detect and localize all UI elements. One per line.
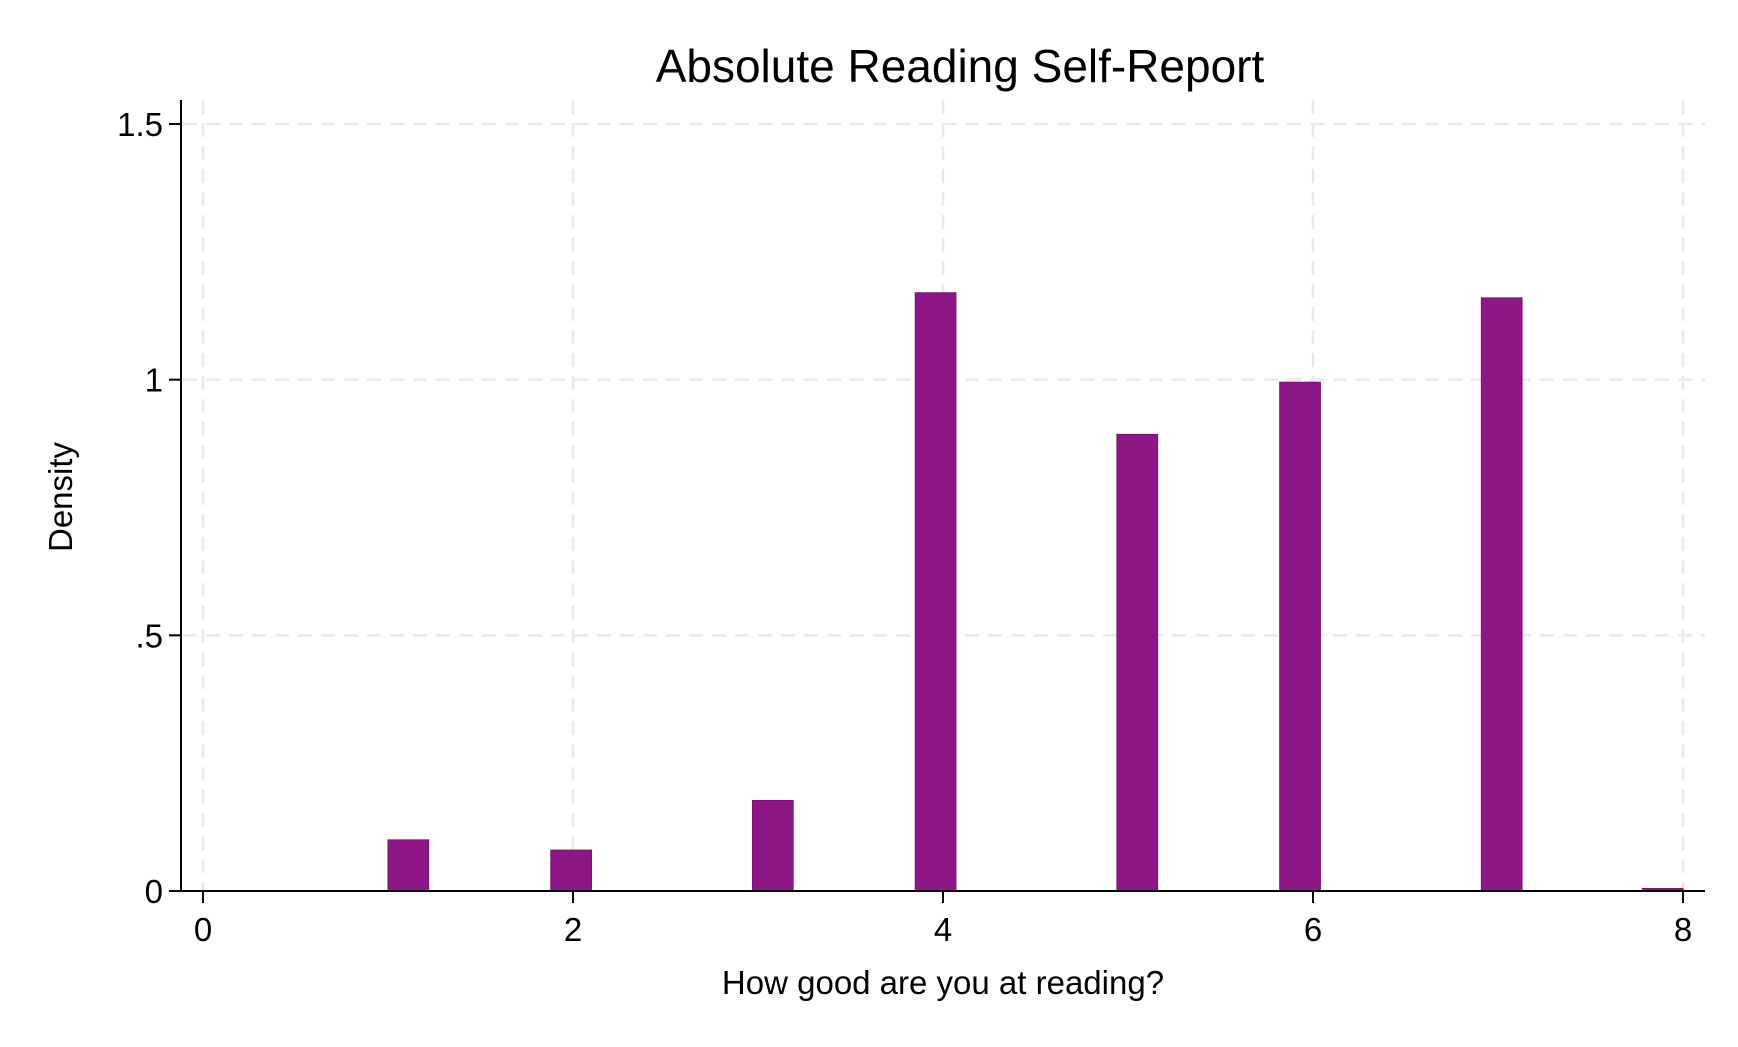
y-axis-title: Density (42, 441, 79, 552)
histogram-bar (751, 799, 794, 892)
bars (387, 292, 1684, 892)
x-tick-label: 0 (194, 911, 212, 948)
axes: 0 2 4 6 8 0 .5 1 1.5 (117, 100, 1705, 948)
x-tick-label: 8 (1674, 911, 1692, 948)
y-tick-label: 1 (145, 362, 163, 399)
y-tick-label: 0 (145, 873, 163, 910)
x-tick-label: 2 (564, 911, 582, 948)
x-tick-label: 4 (934, 911, 952, 948)
histogram-bar (1116, 433, 1159, 892)
y-tick-label: 1.5 (117, 106, 163, 143)
histogram-bar (1279, 381, 1321, 892)
x-tick-label: 6 (1304, 911, 1322, 948)
histogram-bar (387, 839, 430, 892)
histogram-bar (1480, 297, 1523, 892)
histogram-bar (550, 849, 592, 892)
histogram-bar (914, 292, 957, 892)
chart-title: Absolute Reading Self-Report (656, 40, 1265, 92)
x-axis-title: How good are you at reading? (722, 964, 1164, 1001)
y-tick-label: .5 (135, 617, 163, 654)
